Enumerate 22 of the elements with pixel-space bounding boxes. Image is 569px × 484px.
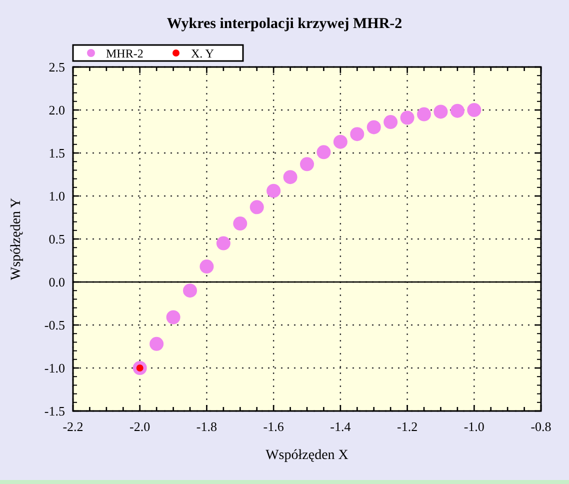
y-tick-label: 0.0	[48, 274, 65, 290]
y-tick-label: -1.5	[44, 404, 65, 418]
y-tick-label: -0.5	[44, 318, 65, 332]
chart-title: Wykres interpolacji krzywej MHR-2	[166, 16, 402, 32]
y-tick-label: -1.0	[44, 360, 65, 376]
y-tick-label: 2.0	[48, 102, 65, 118]
y-tick-label: 0.5	[48, 232, 65, 246]
x-axis-title: Współzęden X	[266, 448, 348, 463]
legend-label: X. Y	[191, 46, 214, 60]
x-tick-label: -2.2	[62, 419, 84, 434]
x-tick-label: -1.8	[196, 419, 218, 434]
x-tick-label: -1.6	[263, 419, 284, 434]
x-tick-label: -1.2	[396, 419, 418, 434]
x-tick-label: -1.0	[464, 419, 484, 434]
x-tick-label: -1.4	[330, 419, 352, 434]
legend-label: MHR-2	[106, 46, 144, 60]
y-tick-label: 1.5	[48, 146, 65, 160]
y-tick-label: 1.0	[48, 188, 65, 204]
x-tick-label: -2.0	[130, 419, 150, 434]
y-axis-title: Współzęden Y	[9, 198, 24, 280]
y-tick-label: 2.5	[48, 60, 65, 74]
x-tick-label: -0.8	[530, 419, 552, 434]
